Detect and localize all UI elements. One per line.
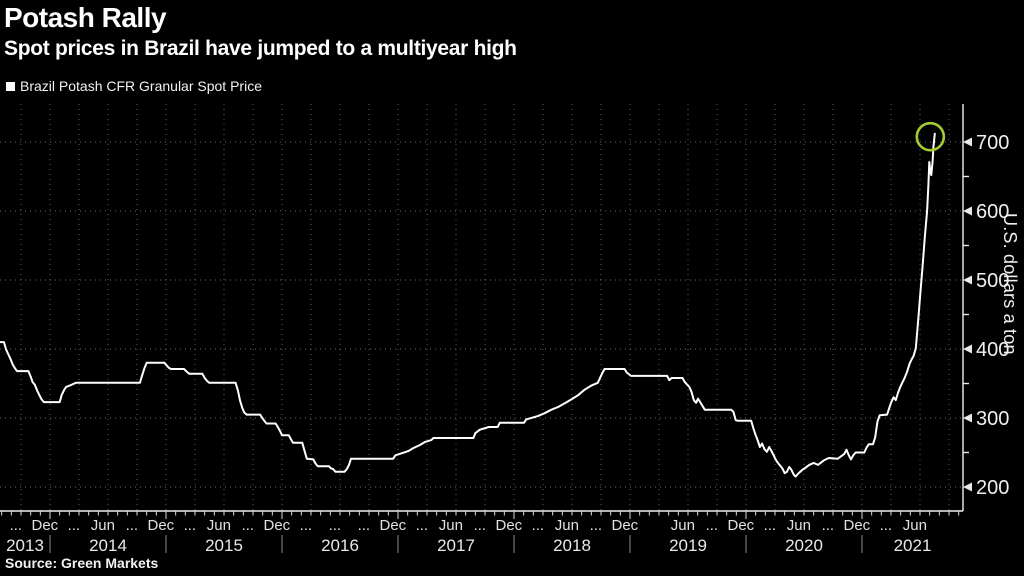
y-axis: 200 300 400 500 600 700 (963, 132, 1009, 499)
svg-text:2015: 2015 (205, 536, 243, 555)
svg-text:...: ... (184, 517, 197, 534)
svg-text:2019: 2019 (669, 536, 707, 555)
svg-text:400: 400 (976, 339, 1009, 361)
svg-text:Dec: Dec (148, 517, 175, 534)
svg-text:2013: 2013 (6, 536, 44, 555)
svg-text:...: ... (68, 517, 81, 534)
svg-text:Jun: Jun (671, 517, 695, 534)
svg-text:2018: 2018 (553, 536, 591, 555)
svg-text:2016: 2016 (321, 536, 359, 555)
svg-text:2014: 2014 (89, 536, 127, 555)
peak-annotation-circle (915, 121, 946, 152)
svg-text:...: ... (126, 517, 139, 534)
gridlines (0, 104, 963, 511)
page-title: Potash Rally (4, 2, 167, 33)
svg-text:Jun: Jun (787, 517, 811, 534)
y-axis-unit-label: U.S. dollars a ton (1000, 213, 1020, 355)
svg-text:2021: 2021 (894, 536, 932, 555)
svg-text:...: ... (358, 517, 371, 534)
svg-text:200: 200 (976, 477, 1009, 499)
svg-text:...: ... (242, 517, 255, 534)
svg-text:700: 700 (976, 132, 1009, 154)
svg-text:...: ... (329, 517, 342, 534)
svg-text:2017: 2017 (437, 536, 475, 555)
svg-text:Dec: Dec (496, 517, 523, 534)
svg-text:...: ... (822, 517, 835, 534)
svg-text:...: ... (532, 517, 545, 534)
svg-text:...: ... (880, 517, 893, 534)
svg-text:...: ... (300, 517, 313, 534)
price-line (0, 132, 936, 478)
svg-text:...: ... (10, 517, 23, 534)
svg-text:Jun: Jun (903, 517, 927, 534)
svg-text:...: ... (416, 517, 429, 534)
svg-text:...: ... (764, 517, 777, 534)
svg-text:Dec: Dec (32, 517, 59, 534)
svg-text:Dec: Dec (844, 517, 871, 534)
svg-text:...: ... (474, 517, 487, 534)
source-note: Source: Green Markets (5, 555, 159, 571)
svg-text:600: 600 (976, 201, 1009, 223)
svg-text:500: 500 (976, 270, 1009, 292)
legend: Brazil Potash CFR Granular Spot Price (6, 78, 262, 94)
svg-text:...: ... (706, 517, 719, 534)
svg-text:Jun: Jun (207, 517, 231, 534)
svg-text:Dec: Dec (612, 517, 639, 534)
x-axis: ... Dec... Jun... Dec... Jun... Dec......... D… (1, 511, 960, 555)
svg-text:Dec: Dec (264, 517, 291, 534)
svg-text:Jun: Jun (555, 517, 579, 534)
chart-subtitle: Spot prices in Brazil have jumped to a m… (4, 37, 517, 60)
svg-text:Dec: Dec (728, 517, 755, 534)
legend-swatch-icon (6, 81, 15, 91)
legend-label: Brazil Potash CFR Granular Spot Price (20, 78, 262, 94)
svg-text:2020: 2020 (785, 536, 823, 555)
svg-text:...: ... (590, 517, 603, 534)
svg-text:Jun: Jun (91, 517, 115, 534)
svg-text:300: 300 (976, 408, 1009, 430)
svg-text:Jun: Jun (439, 517, 463, 534)
axis-frame (0, 104, 964, 512)
svg-text:Dec: Dec (380, 517, 407, 534)
